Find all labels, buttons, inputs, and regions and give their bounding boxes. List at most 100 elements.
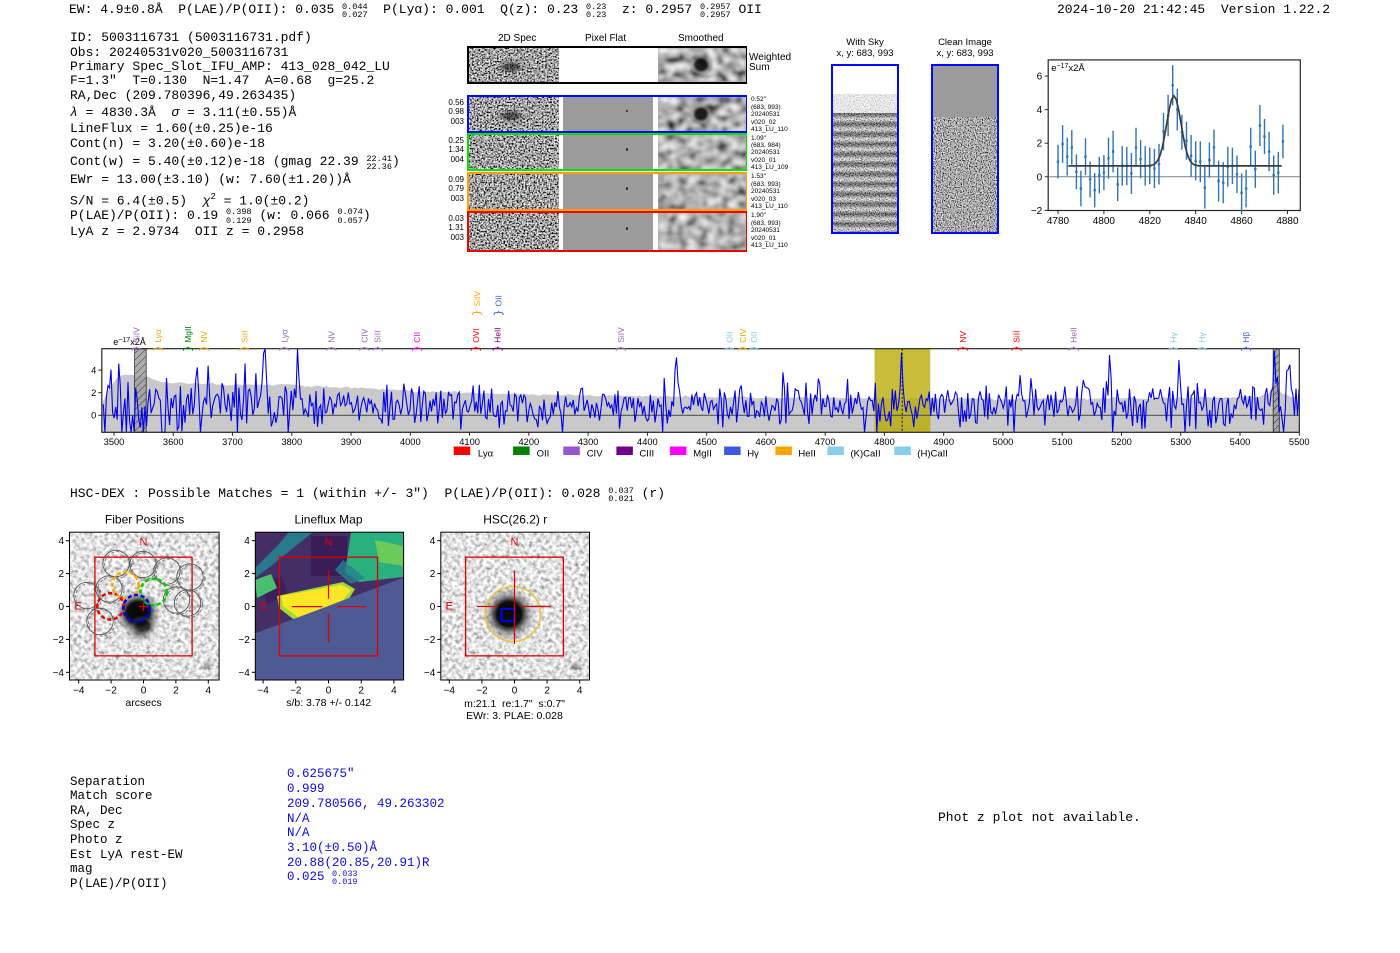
svg-text:SiIV: SiIV (131, 327, 141, 343)
svg-text:OII: OII (537, 449, 550, 460)
svg-text:3500: 3500 (104, 437, 125, 447)
svg-text:6: 6 (1037, 72, 1043, 83)
svg-text:4400: 4400 (637, 437, 658, 447)
svg-text:E: E (260, 601, 267, 613)
svg-text:E: E (74, 601, 81, 613)
svg-text:e−17x2Å: e−17x2Å (1051, 62, 1085, 74)
svg-text:MgII: MgII (183, 326, 193, 343)
svg-text:OII: OII (749, 331, 759, 342)
svg-text:3700: 3700 (222, 437, 243, 447)
svg-text:2: 2 (430, 569, 436, 580)
svg-text:0: 0 (141, 686, 147, 697)
svg-text:0: 0 (512, 686, 518, 697)
svg-text:NV: NV (326, 331, 336, 343)
svg-text:3600: 3600 (163, 437, 184, 447)
svg-text:CIV: CIV (587, 449, 604, 460)
svg-text:−4: −4 (257, 686, 269, 697)
svg-text:Lyα: Lyα (153, 329, 163, 343)
svg-text:4000: 4000 (400, 437, 421, 447)
svg-text:Hγ: Hγ (747, 449, 759, 460)
svg-text:−2: −2 (476, 686, 488, 697)
svg-text:arcsecs: arcsecs (125, 697, 161, 709)
svg-text:4800: 4800 (1093, 216, 1116, 227)
svg-text:Fiber Positions: Fiber Positions (105, 513, 184, 527)
svg-text:N: N (325, 537, 333, 549)
svg-text:HeII: HeII (798, 449, 815, 460)
svg-text:4840: 4840 (1185, 216, 1208, 227)
svg-text:s/b: 3.78 +/- 0.142: s/b: 3.78 +/- 0.142 (286, 697, 371, 709)
svg-text:4500: 4500 (696, 437, 717, 447)
svg-text:2: 2 (58, 569, 64, 580)
svg-text:OII: OII (494, 295, 504, 306)
svg-text:0: 0 (58, 602, 64, 613)
svg-text:2: 2 (544, 686, 550, 697)
svg-text:Hγ: Hγ (1197, 332, 1207, 343)
svg-text:4: 4 (391, 686, 397, 697)
svg-text:−2: −2 (238, 635, 250, 646)
svg-text:HSC(26.2) r: HSC(26.2) r (483, 513, 547, 527)
svg-text:(H)CaII: (H)CaII (917, 449, 948, 460)
svg-text:4600: 4600 (756, 437, 777, 447)
svg-text:NV: NV (199, 331, 209, 343)
svg-text:4200: 4200 (519, 437, 540, 447)
svg-text:SiIV: SiIV (616, 327, 626, 343)
svg-text:SiII: SiII (1012, 331, 1022, 343)
svg-text:0: 0 (326, 686, 332, 697)
svg-text:2: 2 (358, 686, 364, 697)
svg-text:4300: 4300 (578, 437, 599, 447)
svg-text:−4: −4 (424, 668, 436, 679)
svg-text:5000: 5000 (993, 437, 1014, 447)
svg-text:EWr: 3. PLAE: 0.028: EWr: 3. PLAE: 0.028 (466, 710, 563, 722)
svg-text:SiIV: SiIV (472, 291, 482, 307)
svg-text:5300: 5300 (1170, 437, 1191, 447)
svg-text:Hβ: Hβ (1241, 332, 1251, 343)
svg-text:4900: 4900 (933, 437, 954, 447)
svg-text:4100: 4100 (459, 437, 480, 447)
svg-text:4: 4 (430, 536, 436, 547)
svg-text:OII: OII (724, 331, 734, 342)
svg-text:−2: −2 (53, 635, 65, 646)
svg-text:3900: 3900 (341, 437, 362, 447)
svg-text:HeII: HeII (493, 327, 503, 343)
svg-text:4860: 4860 (1230, 216, 1253, 227)
svg-text:CII: CII (412, 332, 422, 343)
svg-text:5500: 5500 (1289, 437, 1310, 447)
svg-text:CIV: CIV (359, 328, 369, 343)
svg-text:HeII: HeII (1069, 327, 1079, 343)
svg-text:SiII: SiII (373, 331, 383, 343)
svg-text:−2: −2 (105, 686, 117, 697)
svg-text:0: 0 (91, 411, 96, 421)
svg-text:2: 2 (173, 686, 179, 697)
svg-text:4: 4 (577, 686, 583, 697)
svg-text:MgII: MgII (693, 449, 711, 460)
svg-text:e−17x2Å: e−17x2Å (113, 337, 145, 348)
svg-text:N: N (511, 537, 519, 549)
svg-text:4: 4 (244, 536, 250, 547)
svg-text:−2: −2 (1031, 206, 1043, 217)
svg-text:SiII: SiII (239, 331, 249, 343)
svg-text:m:21.1 re:1.7" s:0.7": m:21.1 re:1.7" s:0.7" (464, 698, 565, 710)
svg-text:E: E (446, 601, 453, 613)
svg-text:5100: 5100 (1052, 437, 1073, 447)
svg-text:3800: 3800 (281, 437, 302, 447)
svg-text:−2: −2 (424, 635, 436, 646)
svg-text:(K)CaII: (K)CaII (851, 449, 881, 460)
svg-text:4700: 4700 (815, 437, 836, 447)
svg-text:Lyα: Lyα (478, 449, 494, 460)
svg-text:4: 4 (206, 686, 212, 697)
svg-text:Lyα: Lyα (279, 329, 289, 343)
svg-text:N: N (140, 537, 148, 549)
svg-text:CIV: CIV (738, 328, 748, 343)
svg-text:4780: 4780 (1047, 216, 1070, 227)
svg-text:−4: −4 (444, 686, 456, 697)
svg-text:CIII: CIII (639, 449, 654, 460)
svg-text:4: 4 (91, 365, 96, 375)
svg-text:Hγ: Hγ (1168, 332, 1178, 343)
svg-text:−4: −4 (238, 668, 250, 679)
svg-text:4800: 4800 (874, 437, 895, 447)
svg-text:2: 2 (91, 388, 96, 398)
svg-text:5200: 5200 (1111, 437, 1132, 447)
svg-text:4880: 4880 (1276, 216, 1299, 227)
svg-text:−4: −4 (53, 668, 65, 679)
svg-text:4: 4 (1037, 105, 1043, 116)
